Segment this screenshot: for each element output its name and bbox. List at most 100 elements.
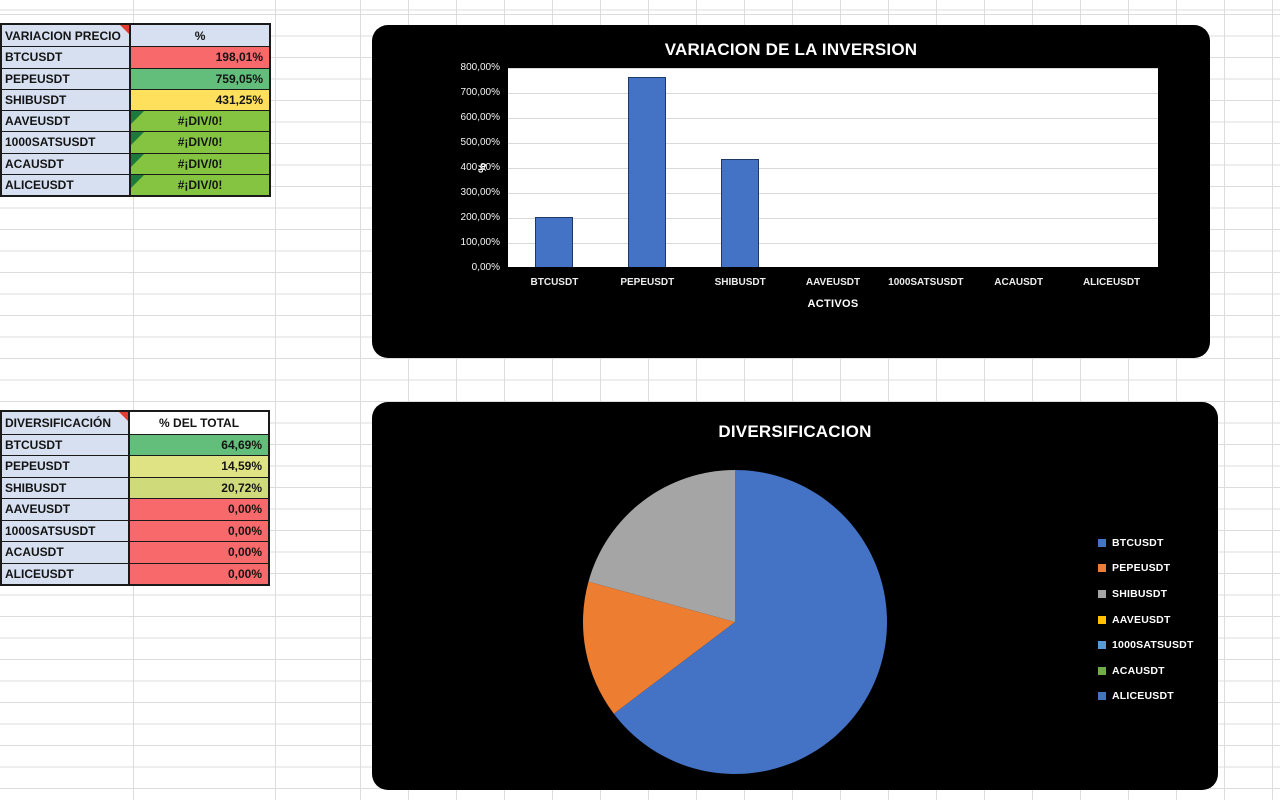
table-row: PEPEUSDT 14,59% <box>2 455 268 477</box>
legend-item[interactable]: ALICEUSDT <box>1098 684 1194 710</box>
table-variacion-precio: VARIACION PRECIO% BTCUSDT 198,01% PEPEUSDT 7… <box>0 23 271 197</box>
legend-item[interactable]: 1000SATSUSDT <box>1098 632 1194 658</box>
bar[interactable] <box>628 77 667 267</box>
pie-chart[interactable]: DIVERSIFICACION BTCUSDT PEPEUSDT SHIBUSDT A… <box>372 402 1218 790</box>
error-value-cell[interactable]: #¡DIV/0! <box>131 132 269 153</box>
value-cell[interactable]: 14,59% <box>130 456 268 477</box>
error-value-cell[interactable]: #¡DIV/0! <box>131 111 269 132</box>
y-tick-label: 400,00% <box>460 162 500 173</box>
pie-slice-shibusdt[interactable] <box>588 470 735 622</box>
legend-swatch-icon <box>1098 615 1106 624</box>
value-cell[interactable]: 198,01% <box>131 47 269 68</box>
table-row: ACAUSDT 0,00% <box>2 541 268 563</box>
error-value-cell[interactable]: #¡DIV/0! <box>131 153 269 174</box>
table-row: BTCUSDT 198,01% <box>2 46 269 68</box>
asset-cell[interactable]: PEPEUSDT <box>2 68 132 89</box>
legend-swatch-icon <box>1098 666 1106 675</box>
y-tick-label: 100,00% <box>460 237 500 248</box>
header-value-cell[interactable]: % DEL TOTAL <box>130 412 268 434</box>
note-indicator-icon <box>120 25 130 34</box>
x-category-label: ACAUSDT <box>994 277 1044 288</box>
legend-label: ALICEUSDT <box>1112 690 1174 703</box>
legend-label: PEPEUSDT <box>1112 562 1171 575</box>
value-cell[interactable]: 0,00% <box>130 563 268 584</box>
asset-cell[interactable]: 1000SATSUSDT <box>2 520 131 541</box>
legend-swatch-icon <box>1098 641 1106 650</box>
legend-item[interactable]: ACAUSDT <box>1098 658 1194 684</box>
gridline <box>508 243 1158 244</box>
table-row: 1000SATSUSDT #¡DIV/0! <box>2 131 269 153</box>
y-tick-label: 0,00% <box>471 262 500 273</box>
asset-cell[interactable]: BTCUSDT <box>2 434 131 455</box>
table-row: SHIBUSDT 20,72% <box>2 476 268 498</box>
legend-swatch-icon <box>1098 564 1106 573</box>
y-tick-label: 800,00% <box>460 62 500 73</box>
bar-chart[interactable]: VARIACION DE LA INVERSION % 800,00% 700,0… <box>372 25 1210 358</box>
x-category-label: 1000SATSUSDT <box>888 277 964 288</box>
table-row: AAVEUSDT 0,00% <box>2 498 268 520</box>
legend-item[interactable]: BTCUSDT <box>1098 530 1194 556</box>
error-indicator-icon <box>131 153 145 167</box>
y-tick-label: 600,00% <box>460 112 500 123</box>
bar[interactable] <box>535 217 574 267</box>
gridline <box>508 168 1158 169</box>
table-row: BTCUSDT 64,69% <box>2 433 268 455</box>
header-label-cell[interactable]: VARIACION PRECIO <box>2 25 132 47</box>
gridline <box>508 193 1158 194</box>
legend-item[interactable]: AAVEUSDT <box>1098 607 1194 633</box>
asset-cell[interactable]: SHIBUSDT <box>2 477 131 498</box>
x-category-label: ALICEUSDT <box>1082 277 1141 288</box>
header-label-cell[interactable]: DIVERSIFICACIÓN <box>2 412 131 434</box>
bar-chart-title: VARIACION DE LA INVERSION <box>664 40 918 59</box>
legend-label: 1000SATSUSDT <box>1112 639 1194 652</box>
bar[interactable] <box>721 159 760 267</box>
table-row: SHIBUSDT 431,25% <box>2 88 269 110</box>
chart-legend: BTCUSDT PEPEUSDT SHIBUSDT AAVEUSDT 1000SATSU… <box>1098 530 1194 709</box>
asset-cell[interactable]: ALICEUSDT <box>2 174 132 195</box>
value-cell[interactable]: 20,72% <box>130 477 268 498</box>
gridline <box>508 68 1158 69</box>
table-row: PEPEUSDT 759,05% <box>2 67 269 89</box>
asset-cell[interactable]: ALICEUSDT <box>2 563 131 584</box>
value-cell[interactable]: 0,00% <box>130 499 268 520</box>
value-cell[interactable]: 0,00% <box>130 520 268 541</box>
table-row: ACAUSDT #¡DIV/0! <box>2 152 269 174</box>
value-cell[interactable]: 431,25% <box>131 89 269 110</box>
legend-item[interactable]: PEPEUSDT <box>1098 556 1194 582</box>
x-category-label: AAVEUSDT <box>805 277 861 288</box>
asset-cell[interactable]: BTCUSDT <box>2 47 132 68</box>
legend-label: BTCUSDT <box>1112 536 1164 549</box>
legend-label: SHIBUSDT <box>1112 587 1168 600</box>
table-header-row: VARIACION PRECIO% <box>2 25 269 47</box>
table-diversificacion: DIVERSIFICACIÓN% DEL TOTAL BTCUSDT 64,69% P… <box>0 410 270 586</box>
header-value-cell[interactable]: % <box>131 25 269 47</box>
legend-swatch-icon <box>1098 538 1106 547</box>
asset-cell[interactable]: AAVEUSDT <box>2 499 131 520</box>
value-cell[interactable]: 0,00% <box>130 542 268 563</box>
table-row: AAVEUSDT #¡DIV/0! <box>2 110 269 132</box>
asset-cell[interactable]: PEPEUSDT <box>2 456 131 477</box>
pie-slice-btcusdt[interactable] <box>613 470 887 774</box>
table-row: ALICEUSDT #¡DIV/0! <box>2 173 269 195</box>
pie-slice-pepeusdt[interactable] <box>583 581 735 714</box>
y-tick-label: 200,00% <box>460 212 500 223</box>
error-indicator-icon <box>131 111 145 124</box>
y-tick-label: 700,00% <box>460 87 500 98</box>
asset-cell[interactable]: AAVEUSDT <box>2 111 132 132</box>
value-cell[interactable]: 64,69% <box>130 434 268 455</box>
plot-area <box>508 68 1158 268</box>
value-cell[interactable]: 759,05% <box>131 68 269 89</box>
error-value-cell[interactable]: #¡DIV/0! <box>131 174 269 195</box>
asset-cell[interactable]: SHIBUSDT <box>2 89 132 110</box>
gridline <box>508 118 1158 119</box>
pie-graphic <box>583 470 887 774</box>
note-indicator-icon <box>119 412 129 421</box>
asset-cell[interactable]: ACAUSDT <box>2 542 131 563</box>
asset-cell[interactable]: 1000SATSUSDT <box>2 132 132 153</box>
gridline <box>508 218 1158 219</box>
legend-item[interactable]: SHIBUSDT <box>1098 581 1194 607</box>
asset-cell[interactable]: ACAUSDT <box>2 153 132 174</box>
y-tick-label: 500,00% <box>460 137 500 148</box>
legend-swatch-icon <box>1098 589 1106 598</box>
